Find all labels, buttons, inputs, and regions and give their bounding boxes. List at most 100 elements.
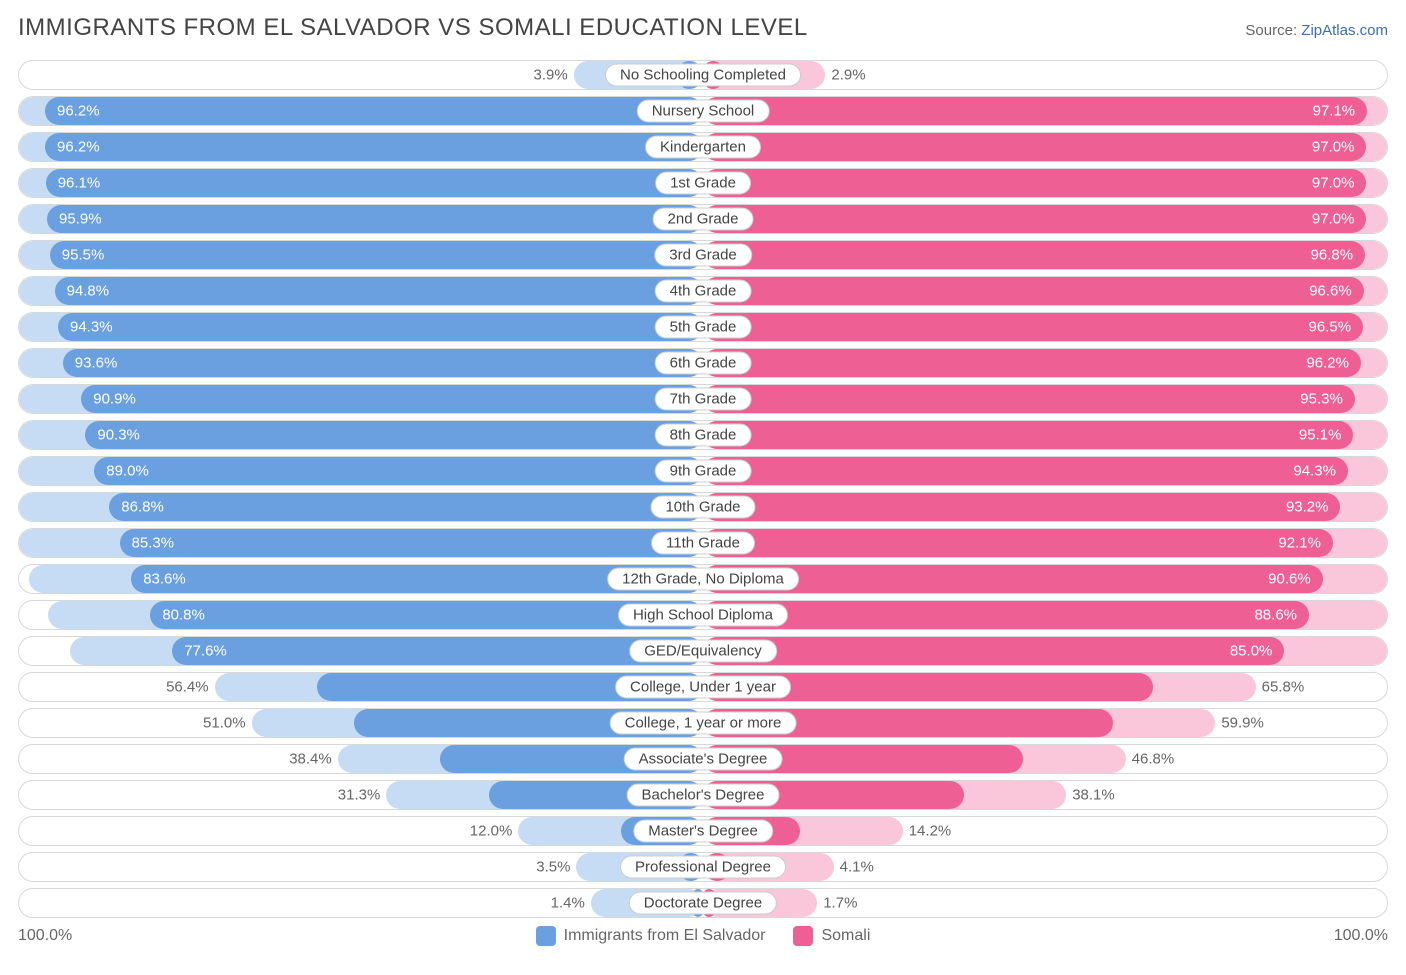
pct-label-left: 96.2% [57,103,100,120]
pct-label-right: 96.2% [1306,355,1349,372]
bar-left [81,385,703,413]
pct-label-left: 90.9% [93,391,136,408]
pct-label-right: 92.1% [1278,535,1321,552]
bar-right [703,133,1366,161]
bar-right [703,601,1309,629]
chart-row: 96.2% 97.0% Kindergarten [18,132,1388,162]
chart-header: IMMIGRANTS FROM EL SALVADOR VS SOMALI ED… [18,14,1388,42]
bar-right [703,241,1365,269]
pct-label-right: 97.0% [1312,211,1355,228]
legend-item-left: Immigrants from El Salvador [536,926,766,946]
pct-label-left: 95.9% [59,211,102,228]
pct-label-right: 14.2% [909,823,952,840]
axis-label-right: 100.0% [1334,927,1388,945]
pct-label-left: 93.6% [75,355,118,372]
bar-right [703,205,1366,233]
category-label: Professional Degree [620,856,786,879]
chart-row: 86.8%93.2%10th Grade [18,492,1388,522]
chart-row: 94.8%96.6%4th Grade [18,276,1388,306]
category-label: GED/Equivalency [629,640,777,663]
category-label: 12th Grade, No Diploma [607,568,799,591]
chart-row: 90.9%95.3%7th Grade [18,384,1388,414]
bar-left [47,205,703,233]
category-label: Associate's Degree [624,748,783,771]
bar-right [703,637,1284,665]
category-label: 1st Grade [655,172,751,195]
pct-label-right: 95.1% [1299,427,1342,444]
pct-label-right: 94.3% [1293,463,1336,480]
chart-row: 12.0%14.2%Master's Degree [18,816,1388,846]
pct-label-left: 56.4% [166,679,209,696]
bar-right [703,493,1340,521]
chart-row: 1.4%1.7%Doctorate Degree [18,888,1388,918]
chart-source: Source: ZipAtlas.com [1245,22,1388,39]
chart-title: IMMIGRANTS FROM EL SALVADOR VS SOMALI ED… [18,14,808,42]
bar-right [703,169,1366,197]
category-label: 9th Grade [655,460,752,483]
pct-label-right: 96.8% [1311,247,1354,264]
bar-left [85,421,703,449]
pct-label-right: 97.1% [1313,103,1356,120]
bar-left [94,457,703,485]
category-label: Nursery School [637,100,770,123]
bar-right [703,385,1355,413]
pct-label-right: 97.0% [1312,175,1355,192]
category-label: 2nd Grade [653,208,754,231]
chart-row: 3.9%2.9%No Schooling Completed [18,60,1388,90]
pct-label-left: 96.2% [57,139,100,156]
bar-left [46,169,703,197]
chart-row: 77.6%85.0%GED/Equivalency [18,636,1388,666]
chart-row: 93.6% 96.2% 6th Grade [18,348,1388,378]
chart-row: 95.5%96.8%3rd Grade [18,240,1388,270]
chart-container: IMMIGRANTS FROM EL SALVADOR VS SOMALI ED… [0,0,1406,964]
category-label: 8th Grade [655,424,752,447]
chart-row: 96.2% 97.1% Nursery School [18,96,1388,126]
bar-left [50,241,703,269]
bar-left [58,313,703,341]
category-label: 7th Grade [655,388,752,411]
pct-label-right: 1.7% [823,895,857,912]
pct-label-right: 59.9% [1221,715,1264,732]
bar-right [703,457,1348,485]
pct-label-left: 38.4% [289,751,332,768]
pct-label-left: 85.3% [132,535,175,552]
category-label: 5th Grade [655,316,752,339]
category-label: College, 1 year or more [610,712,797,735]
pct-label-left: 94.8% [67,283,110,300]
chart-footer: 100.0% Immigrants from El Salvador Somal… [18,926,1388,946]
bar-left [63,349,703,377]
pct-label-right: 90.6% [1268,571,1311,588]
pct-label-right: 97.0% [1312,139,1355,156]
pct-label-left: 1.4% [551,895,585,912]
legend-swatch-right [793,926,813,946]
category-label: Kindergarten [645,136,761,159]
chart-row: 83.6%90.6%12th Grade, No Diploma [18,564,1388,594]
category-label: High School Diploma [618,604,788,627]
pct-label-right: 2.9% [831,67,865,84]
pct-label-right: 93.2% [1286,499,1329,516]
chart-row: 56.4%65.8%College, Under 1 year [18,672,1388,702]
category-label: 4th Grade [655,280,752,303]
source-link[interactable]: ZipAtlas.com [1301,22,1388,39]
category-label: 6th Grade [655,352,752,375]
category-label: 10th Grade [650,496,755,519]
chart-row: 89.0% 94.3% 9th Grade [18,456,1388,486]
category-label: 3rd Grade [654,244,752,267]
pct-label-right: 4.1% [840,859,874,876]
bar-left [45,97,703,125]
bar-right [703,97,1367,125]
chart-row: 38.4% 46.8% Associate's Degree [18,744,1388,774]
pct-label-right: 96.5% [1309,319,1352,336]
legend: Immigrants from El Salvador Somali [72,926,1333,946]
bar-left [45,133,703,161]
bar-left [109,493,703,521]
category-label: Master's Degree [633,820,773,843]
pct-label-right: 46.8% [1132,751,1175,768]
chart-row: 94.3%96.5%5th Grade [18,312,1388,342]
bar-right [703,421,1353,449]
bar-left [55,277,703,305]
pct-label-left: 89.0% [106,463,149,480]
pct-label-right: 38.1% [1072,787,1115,804]
chart-rows: 3.9%2.9%No Schooling Completed 96.2% 97.1%… [18,60,1388,918]
chart-row: 80.8%88.6%High School Diploma [18,600,1388,630]
